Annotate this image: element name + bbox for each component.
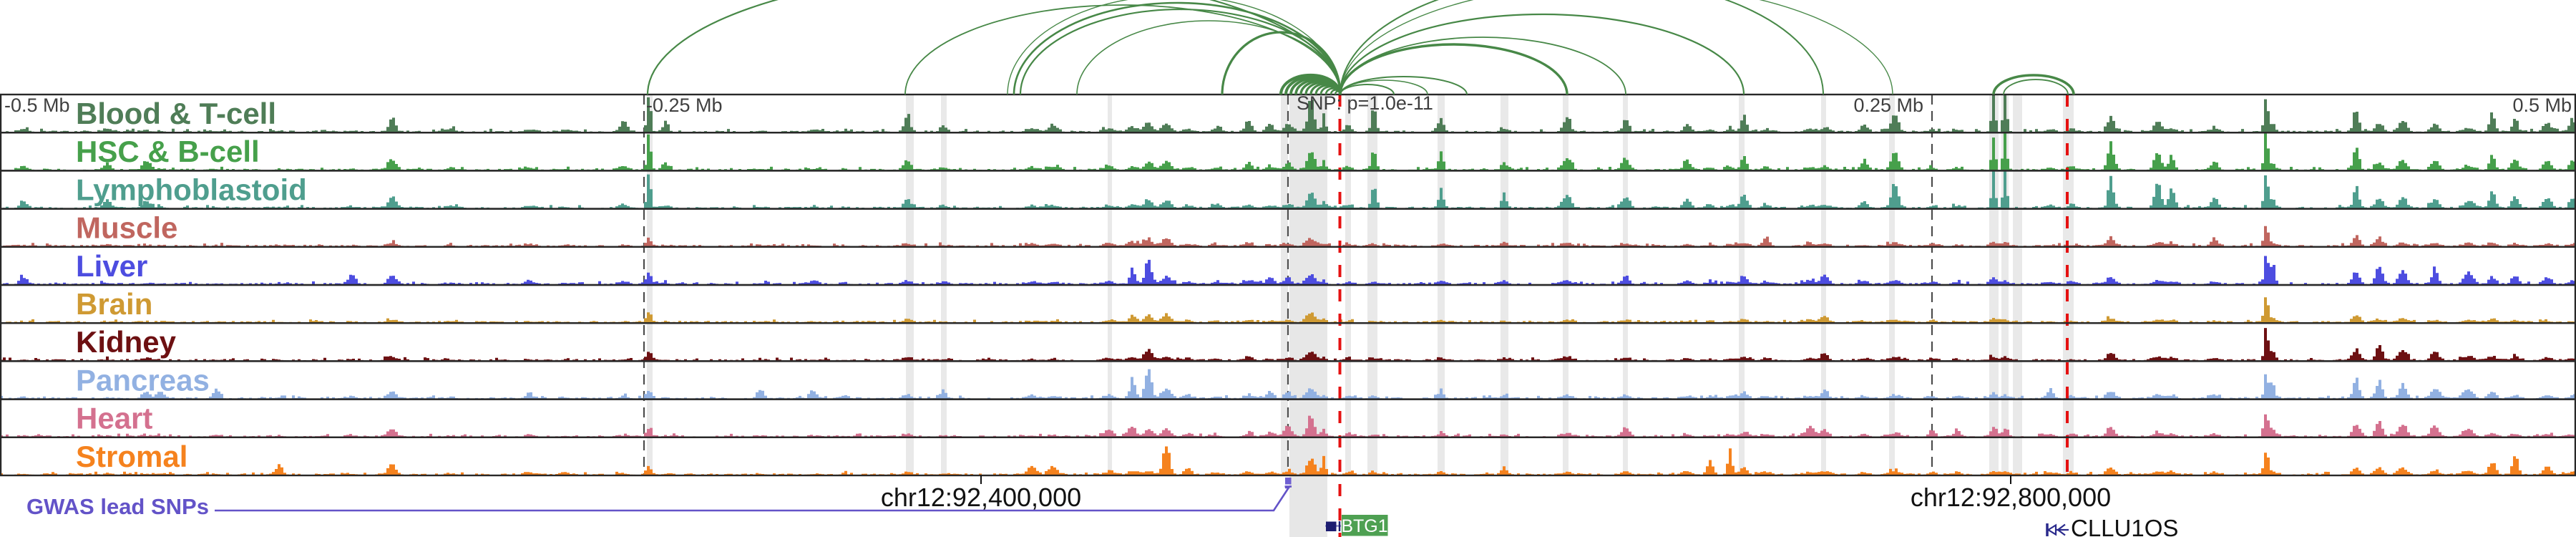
svg-text:Liver: Liver — [76, 249, 147, 283]
svg-text:Blood & T-cell: Blood & T-cell — [76, 97, 276, 130]
svg-text:Kidney: Kidney — [76, 325, 177, 359]
svg-text:Pancreas: Pancreas — [76, 363, 210, 397]
svg-text:0.25 Mb: 0.25 Mb — [1853, 95, 1923, 116]
svg-text:BTG1: BTG1 — [1341, 516, 1387, 536]
svg-text:Heart: Heart — [76, 402, 152, 435]
svg-text:chr12:92,400,000: chr12:92,400,000 — [881, 483, 1081, 512]
svg-text:GWAS lead SNPs: GWAS lead SNPs — [26, 494, 209, 519]
svg-text:CLLU1OS: CLLU1OS — [2071, 515, 2178, 537]
svg-text:HSC & B-cell: HSC & B-cell — [76, 135, 260, 168]
svg-text:-0.25 Mb: -0.25 Mb — [646, 95, 723, 116]
svg-text:chr12:92,800,000: chr12:92,800,000 — [1911, 483, 2111, 512]
svg-text:Muscle: Muscle — [76, 211, 177, 245]
svg-text:Stromal: Stromal — [76, 440, 187, 473]
svg-text:Lymphoblastoid: Lymphoblastoid — [76, 173, 307, 206]
svg-text:-0.5 Mb: -0.5 Mb — [4, 95, 70, 116]
svg-text:Brain: Brain — [76, 287, 152, 321]
svg-text:SNP: p=1.0e-11: SNP: p=1.0e-11 — [1297, 92, 1433, 114]
svg-text:0.5 Mb: 0.5 Mb — [2512, 95, 2572, 116]
